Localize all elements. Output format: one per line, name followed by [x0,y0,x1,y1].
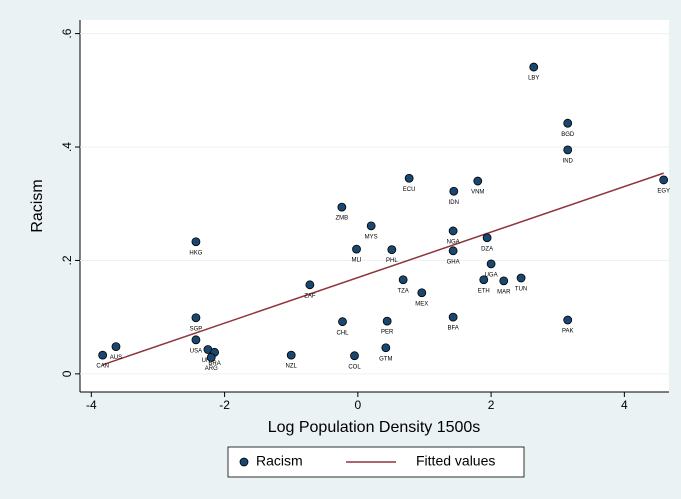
y-tick-label: .2 [60,255,74,265]
data-point [563,118,573,128]
point-label: ZAF [304,293,316,299]
data-point [448,312,458,322]
y-tick-label: 0 [60,370,74,377]
point-label: IND [563,158,574,164]
point-label: EGY [657,188,670,194]
data-point [404,173,414,183]
point-label: CAN [96,364,109,370]
point-label: CHL [337,330,350,336]
data-point [98,350,108,360]
x-tick-label: -4 [86,398,97,412]
data-point [486,259,496,269]
point-label: MAR [497,289,511,295]
point-label: DZA [481,246,493,252]
data-point [529,62,539,72]
point-label: VNM [471,190,484,196]
data-point [191,237,201,247]
data-point [387,245,397,255]
point-label: MLI [352,258,362,264]
data-point [499,276,509,286]
data-point [191,313,201,323]
legend-label: Racism [256,453,303,469]
data-point [366,221,376,231]
point-label: ZMB [336,216,349,222]
x-tick-label: 2 [488,398,495,412]
data-point [381,343,391,353]
plot-area [80,20,669,392]
point-label: TZA [397,288,408,294]
x-tick-label: 0 [354,398,361,412]
x-tick-label: 4 [621,398,628,412]
point-label: GHA [447,259,460,265]
point-label: TUN [515,287,527,293]
point-label: UGA [485,272,498,278]
point-label: BFA [447,326,458,332]
data-point [191,335,201,345]
data-point [337,202,347,212]
data-point [398,275,408,285]
point-label: LBY [528,76,539,82]
point-label: PER [381,330,394,336]
data-point [305,280,315,290]
point-label: PAK [562,329,574,335]
point-label: URY [202,358,215,364]
data-point [563,145,573,155]
data-point [659,175,669,185]
data-point [563,315,573,325]
data-point [286,350,296,360]
data-point [479,275,489,285]
point-label: GTM [379,356,392,362]
point-label: BGD [561,132,575,138]
point-label: NGA [447,240,460,246]
point-label: IDN [449,200,459,206]
fitted-line [102,172,664,366]
y-tick-label: .4 [60,142,74,152]
point-label: MYS [365,234,378,240]
data-point [516,273,526,283]
point-label: HKG [189,250,202,256]
y-tick-label: .6 [60,28,74,38]
point-label: MEX [415,301,428,307]
legend-label: Fitted values [416,453,495,469]
point-label: NZL [286,364,298,370]
data-point [352,244,361,254]
data-point [449,186,459,196]
y-axis-title: Racism [29,179,46,232]
data-point [338,317,347,327]
point-label: USA [190,348,202,354]
data-point [382,316,392,326]
point-label: AUS [110,355,122,361]
data-point [482,233,492,243]
data-point [350,351,359,361]
point-label: COL [348,364,361,370]
point-label: SGP [190,326,203,332]
legend-marker [239,457,249,467]
data-point [417,288,427,298]
data-point [111,342,121,352]
point-label: BRA [208,361,220,367]
x-axis-title: Log Population Density 1500s [268,419,481,436]
data-point [206,353,216,362]
data-point [448,226,458,236]
point-label: PHL [386,258,398,264]
point-label: ECU [403,187,416,193]
point-label: ETH [478,288,490,294]
point-label: ARG [205,366,218,372]
data-point [448,246,458,256]
data-point [473,176,483,186]
x-tick-label: -2 [219,398,230,412]
